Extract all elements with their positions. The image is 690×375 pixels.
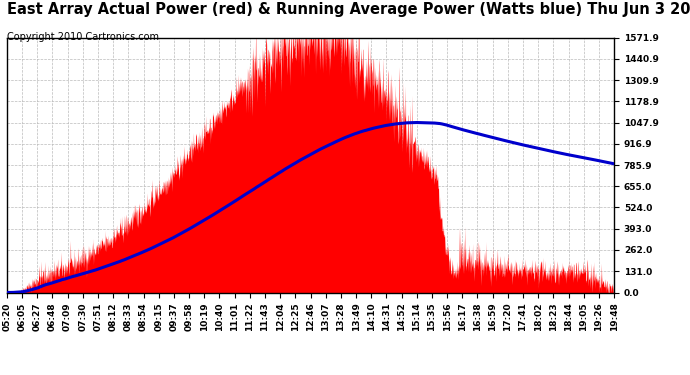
- Text: Copyright 2010 Cartronics.com: Copyright 2010 Cartronics.com: [7, 32, 159, 42]
- Text: East Array Actual Power (red) & Running Average Power (Watts blue) Thu Jun 3 20:: East Array Actual Power (red) & Running …: [7, 2, 690, 17]
